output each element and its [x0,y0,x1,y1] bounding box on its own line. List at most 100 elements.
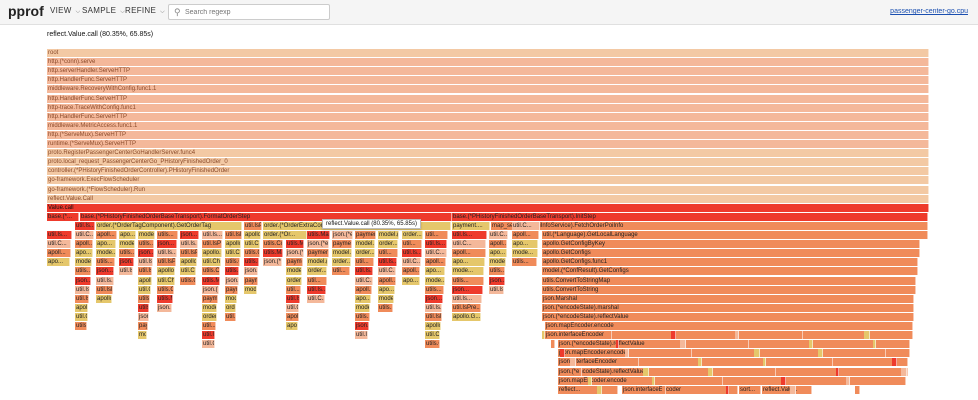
flame-frame[interactable]: apoll... [75,240,93,249]
flame-frame[interactable]: util.C... [286,303,299,312]
flame-frame[interactable]: json.(*e... [332,231,353,239]
search-input[interactable] [185,6,325,18]
flame-frame[interactable]: util.C... [378,267,396,276]
flame-frame[interactable] [799,331,803,340]
flame-frame[interactable]: util.IsPre... [157,258,176,267]
flame-frame[interactable]: apollo.G... [452,312,481,321]
flame-frame[interactable]: mode... [489,258,506,267]
flame-frame[interactable]: util.Chec... [225,249,241,258]
flame-frame[interactable]: utils.Con... [263,240,283,249]
flame-frame[interactable]: util... [307,276,327,285]
branch-frame[interactable]: apollo.GetConfigs [542,249,920,258]
flame-frame[interactable]: util.Is... [138,258,153,267]
flame-frame[interactable]: apo... [96,240,116,249]
flame-frame[interactable] [726,385,729,394]
flame-frame[interactable] [808,340,813,349]
flame-frame[interactable]: utils... [138,240,154,249]
flame-frame[interactable] [891,358,897,367]
flame-frame[interactable]: utils.Con... [138,294,150,303]
flame-frame[interactable] [735,331,740,340]
flame-frame[interactable]: utils.Con... [425,340,440,349]
flame-frame[interactable]: util.Chec... [244,240,260,249]
flame-frame[interactable]: apo... [402,276,420,285]
flame-frame[interactable] [615,340,619,349]
flame-frame[interactable]: model.(*... [138,331,147,340]
search-box[interactable]: ⚲ [168,4,330,20]
flame-frame[interactable]: utils.Con... [225,258,240,267]
flame-frame[interactable]: model.(*... [225,294,237,303]
flame-frame[interactable]: apollo.G... [96,294,112,303]
flame-frame[interactable]: util.C... [512,221,540,230]
flame-frame[interactable]: apollo.G... [202,249,222,258]
flame-frame[interactable]: apoll... [47,249,71,258]
branch-frame[interactable]: json.interfaceEncoder [622,385,738,394]
flame-frame[interactable]: apo... [286,322,298,330]
stack-frame[interactable]: http.HandlerFunc.ServeHTTP [47,94,929,103]
flame-frame[interactable]: util.Is... [307,285,326,294]
flame-frame[interactable]: util.Chec... [157,276,175,285]
flame-frame[interactable]: apo... [355,294,371,303]
flame-frame[interactable]: apoll... [425,258,446,267]
flame-frame[interactable]: util... [332,267,350,276]
flame-frame[interactable]: apoll... [512,231,539,239]
flame-frame[interactable]: utils.Mar... [244,258,259,267]
flame-frame[interactable] [790,385,797,394]
flame-frame[interactable] [560,349,566,358]
flame-frame[interactable]: utils.Con... [202,267,220,276]
flame-frame[interactable]: json... [489,276,505,285]
stack-frame[interactable]: middleware.MetricAccess.func1.1 [47,121,929,130]
flame-frame[interactable]: order... [402,231,423,239]
flame-frame[interactable] [753,349,760,358]
flame-frame[interactable]: utils.Mar... [286,240,304,249]
stack-frame[interactable]: http.serverHandler.ServeHTTP [47,67,929,76]
flame-frame[interactable]: util.IsPre... [425,312,442,321]
flame-frame[interactable] [845,376,850,385]
flame-frame[interactable]: util.Is... [180,240,198,249]
flame-frame[interactable] [689,349,693,358]
branch-frame[interactable]: reflect.Valu... [762,385,812,394]
flame-frame[interactable] [744,340,750,349]
flame-frame[interactable]: model.(*... [202,303,217,312]
stack-frame[interactable]: controller.(*PHistoryFinishedOrderContro… [47,167,929,176]
flame-frame[interactable] [698,358,703,367]
flame-frame[interactable]: model.(*... [332,249,352,258]
stack-frame[interactable]: runtime.(*ServeMux).ServeHTTP [47,140,929,148]
flame-frame[interactable]: apo... [75,249,93,258]
flame-frame[interactable]: order... [225,303,236,312]
flame-frame[interactable]: util.IsPre... [452,303,481,312]
flame-frame[interactable]: util.Is... [452,231,487,239]
flame-frame[interactable]: util.Is... [355,331,368,340]
flame-frame[interactable]: utils... [119,249,135,258]
flame-frame[interactable] [542,331,545,340]
flame-frame[interactable]: util.C... [452,240,486,249]
stack-frame[interactable]: http-trace.TraceWithConfig.func1 [47,103,929,112]
flame-frame[interactable]: util... [402,240,422,249]
flame-frame[interactable]: util.Is... [286,294,300,303]
flame-frame[interactable]: utils... [512,258,537,267]
flame-frame[interactable]: json... [119,258,134,267]
flame-frame[interactable]: order... [307,267,327,276]
flame-frame[interactable] [762,358,766,367]
flame-frame[interactable]: apoll... [402,267,420,276]
stack-frame[interactable]: http.HandlerFunc.ServeHTTP [47,112,929,121]
flame-frame[interactable]: util.Is... [157,249,177,258]
stack-frame[interactable]: middleware.RecoveryWithConfig.func1.1 [47,85,929,94]
branch-frame[interactable]: sort... [739,385,761,394]
stack-frame[interactable]: http.(*ServeMux).ServeHTTP [47,130,929,139]
flame-frame[interactable]: payment... [355,231,376,239]
flame-frame[interactable]: util.C... [355,276,373,285]
flame-frame[interactable]: model.(*... [378,231,399,239]
flame-frame[interactable]: apoll... [489,240,507,249]
flame-frame[interactable]: json.(*e... [286,249,304,258]
flame-frame[interactable]: apo... [378,285,395,294]
flame-frame[interactable]: mode... [425,276,445,285]
stack-frame[interactable]: proto.local_request_PassengerCenterGo_PH… [47,158,929,167]
flame-frame[interactable]: utils... [96,258,115,267]
profile-link[interactable]: passenger-center-go.cpu [890,8,968,15]
branch-frame[interactable]: base.(*PHistoryFinishedOrderBaseTranspor… [80,212,452,221]
flame-frame[interactable]: util.IsPre... [202,240,222,249]
flame-frame[interactable]: apoll... [355,285,372,294]
branch-frame[interactable]: json.interfaceEncoder [545,331,913,340]
flame-frame[interactable]: util... [286,285,301,294]
flame-frame[interactable]: util.Is... [425,240,447,249]
